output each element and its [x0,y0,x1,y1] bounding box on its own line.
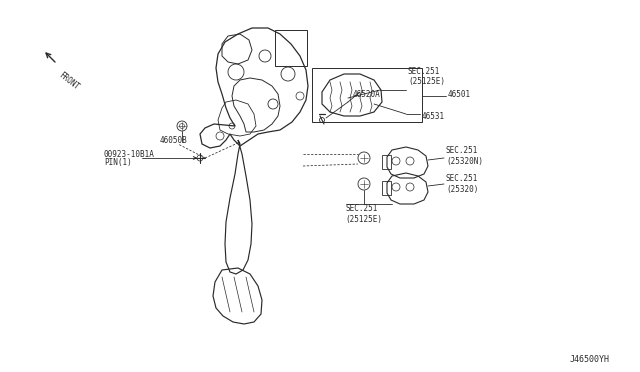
Text: SEC.251
(25320): SEC.251 (25320) [446,174,478,194]
Text: SEC.251
(25125E): SEC.251 (25125E) [408,67,445,86]
Text: 46520A: 46520A [353,90,381,99]
Text: FRONT: FRONT [57,70,81,92]
Text: 46501: 46501 [448,90,471,99]
Text: SEC.251
(25125E): SEC.251 (25125E) [345,204,382,224]
Text: J46500YH: J46500YH [570,356,610,365]
Text: 00923-10B1A: 00923-10B1A [104,150,155,158]
Bar [275,30,307,66]
Bar [382,155,391,169]
Bar [312,68,422,122]
Text: SEC.251
(25320N): SEC.251 (25320N) [446,146,483,166]
Bar [382,181,391,195]
Text: 46531: 46531 [422,112,445,121]
Text: 46050B: 46050B [160,135,188,144]
Text: PIN(1): PIN(1) [104,157,132,167]
